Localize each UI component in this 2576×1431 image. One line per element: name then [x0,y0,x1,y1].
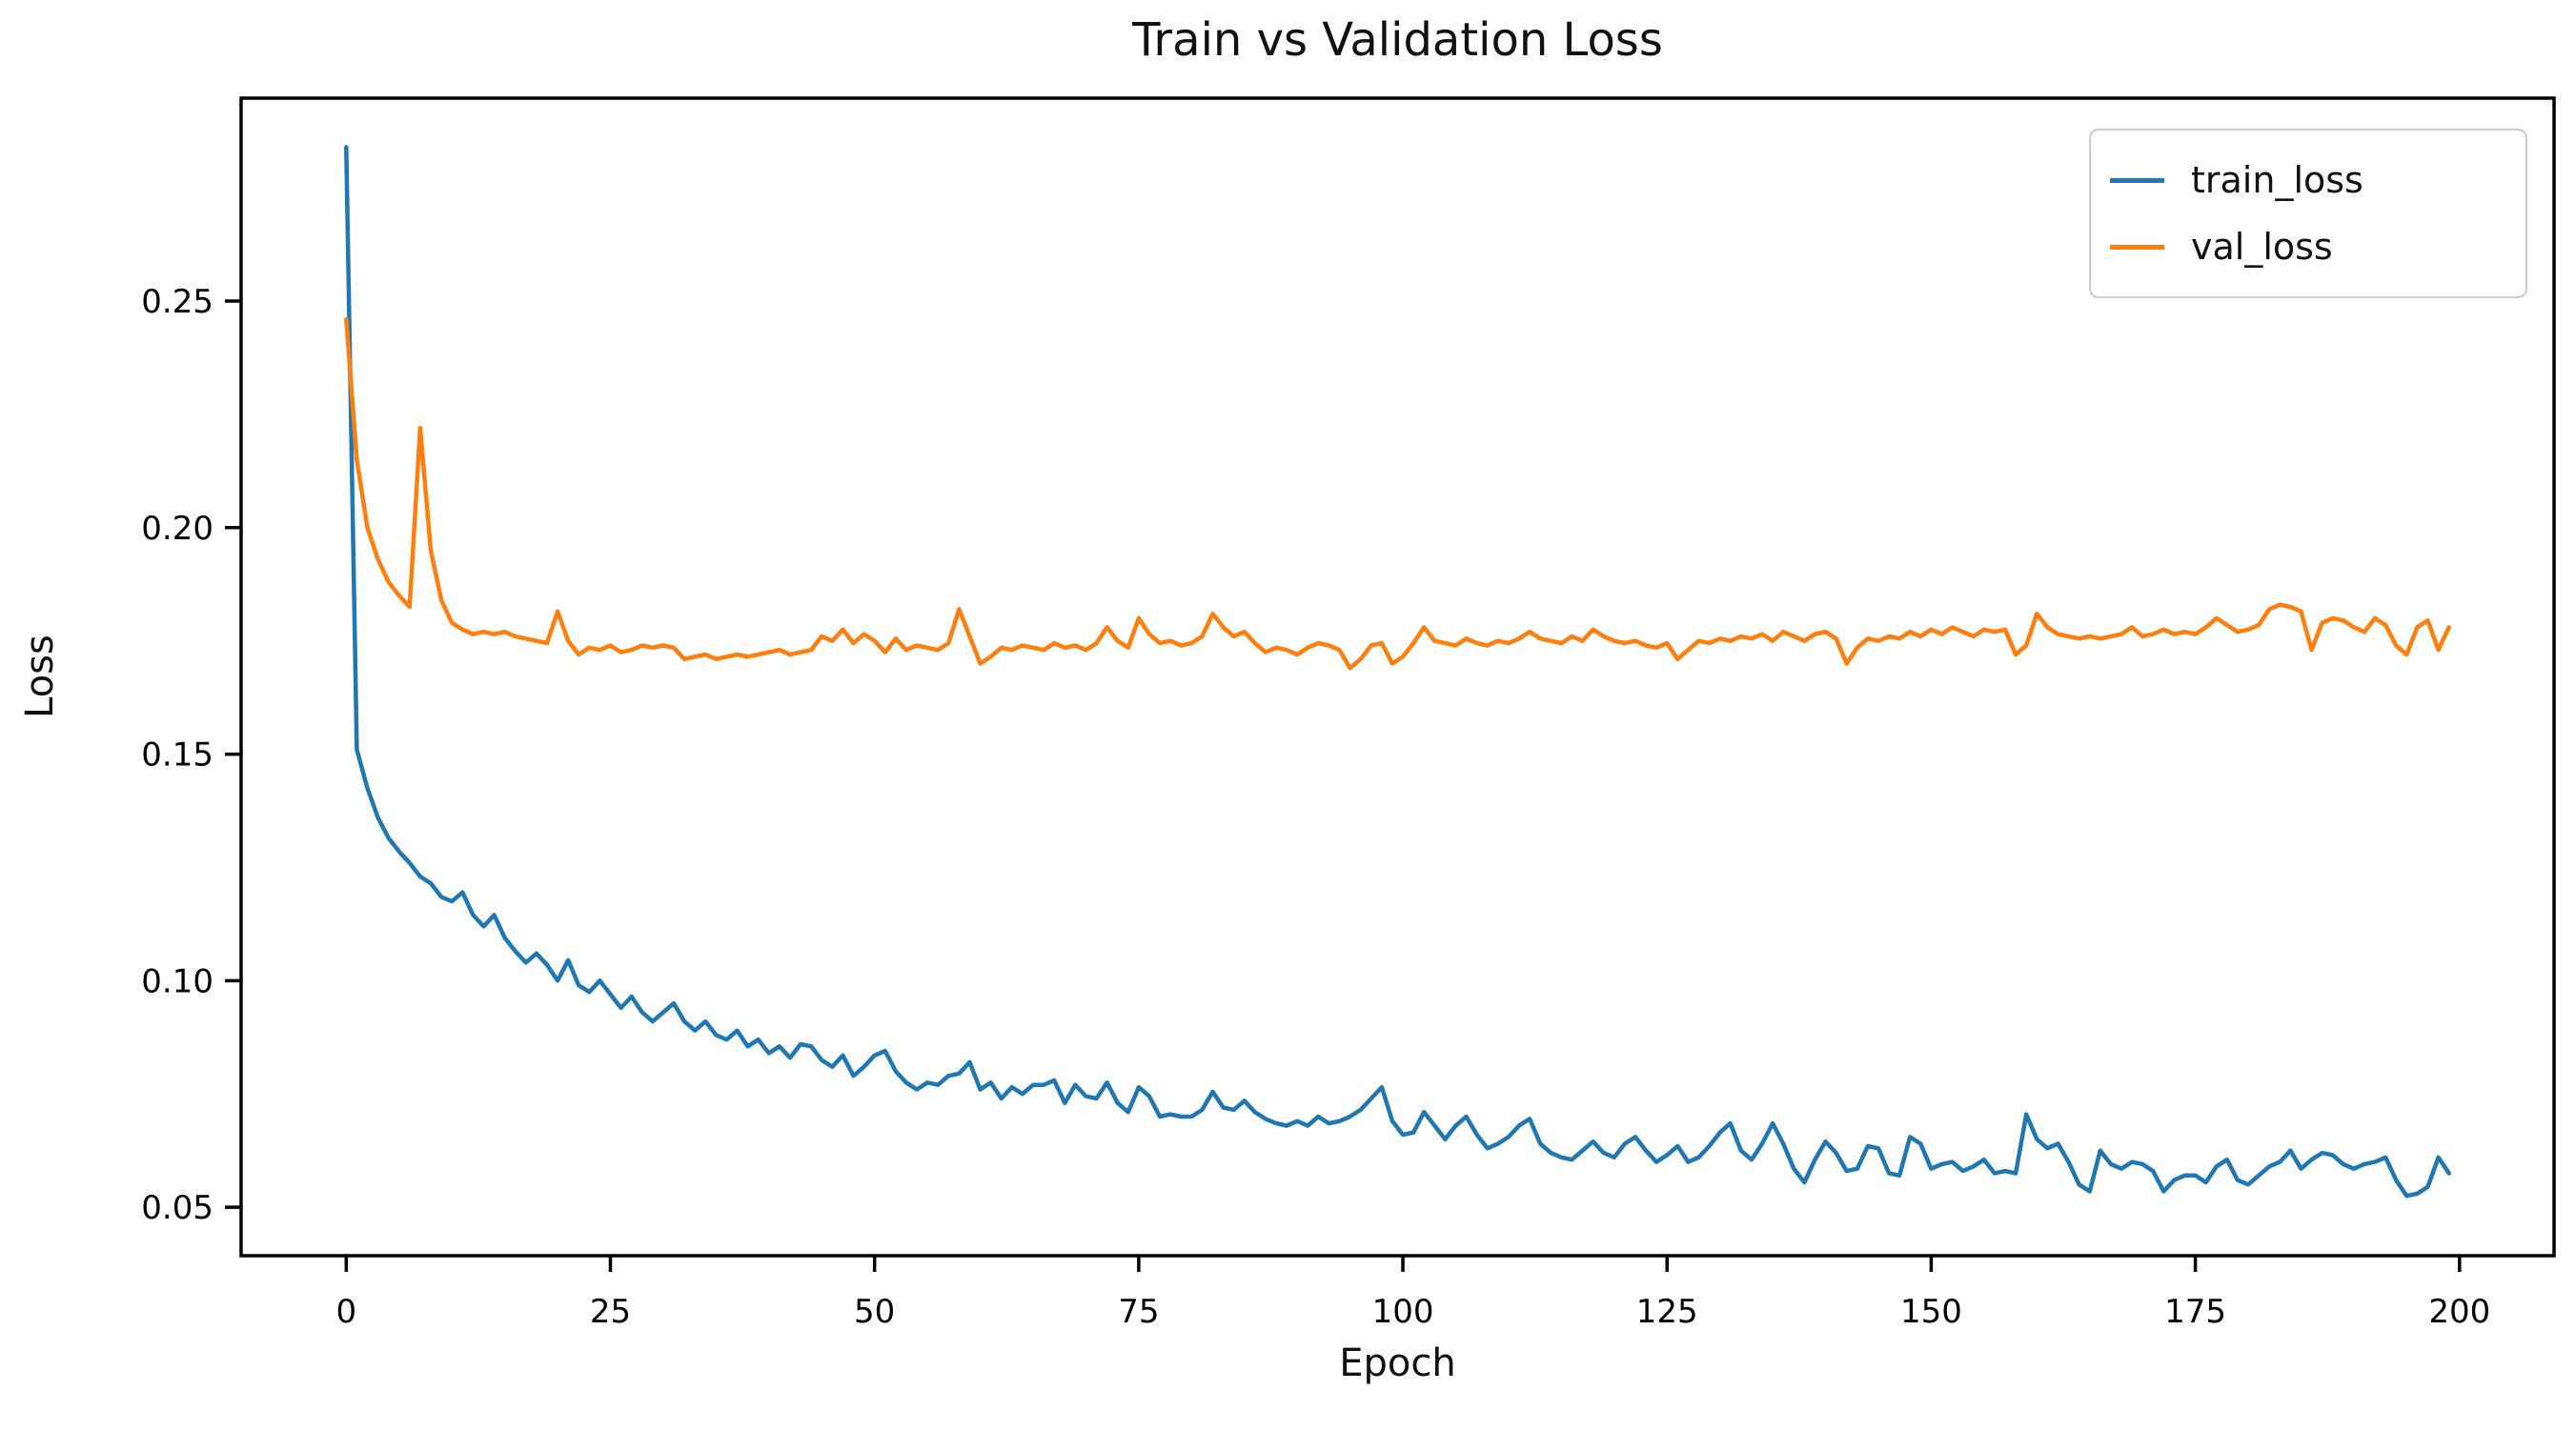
x-tick-label: 175 [2164,1293,2226,1331]
legend-label: val_loss [2191,226,2333,268]
legend-item-train_loss: train_loss [2100,159,2516,201]
y-tick-label: 0.15 [141,736,213,775]
x-tick-label: 25 [590,1293,631,1331]
legend-line-swatch [2110,177,2164,183]
x-axis-label: Epoch [1339,1341,1456,1385]
legend-label: train_loss [2191,159,2363,201]
y-axis-label: Loss [18,635,62,718]
y-tick-label: 0.25 [141,283,213,321]
x-tick-label: 0 [335,1293,356,1331]
x-tick-label: 125 [1636,1293,1698,1331]
axes-spines [239,96,2556,1258]
legend: train_loss val_loss [2089,129,2527,298]
x-tick-label: 200 [2428,1293,2490,1331]
train-loss-line [344,145,2451,1199]
x-tick-label: 75 [1118,1293,1159,1331]
y-tick-label: 0.20 [141,510,213,548]
x-tick-label: 100 [1372,1293,1434,1331]
y-tick-label: 0.10 [141,962,213,1000]
legend-line-swatch [2110,244,2164,250]
chart-title: Train vs Validation Loss [1132,13,1663,67]
x-tick-label: 50 [854,1293,895,1331]
val-loss-line [344,316,2451,671]
x-tick-label: 150 [1900,1293,1962,1331]
y-tick-label: 0.05 [141,1189,213,1227]
legend-item-val_loss: val_loss [2100,226,2516,268]
